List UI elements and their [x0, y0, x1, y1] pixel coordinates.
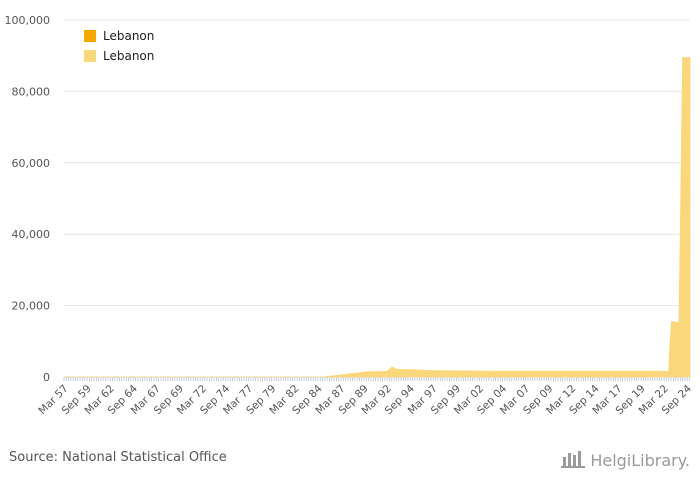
library-icon: [561, 448, 586, 472]
y-tick-label: 60,000: [12, 157, 51, 170]
area-chart: 0 20,000 40,000 60,000 80,000 100,000 Mar 57S…: [5, 14, 695, 417]
source-note: Source: National Statistical Office: [9, 450, 227, 465]
y-tick-label: 20,000: [12, 300, 51, 313]
legend-label: Lebanon: [103, 29, 154, 43]
y-tick-label: 80,000: [12, 85, 51, 98]
y-tick-label: 100,000: [5, 14, 51, 27]
legend-swatch: [84, 50, 96, 62]
brand-name: HelgiLibrary.: [590, 450, 690, 470]
series-area-layer: [64, 57, 691, 378]
brand-logo[interactable]: HelgiLibrary.: [561, 448, 690, 472]
legend[interactable]: Lebanon Lebanon: [84, 29, 154, 63]
x-axis-ticks: [63, 377, 690, 381]
gridlines: [64, 19, 690, 378]
y-tick-label: 0: [43, 371, 50, 384]
series-area-lebanon: [64, 57, 691, 378]
legend-swatch: [84, 30, 96, 42]
y-tick-label: 40,000: [12, 228, 51, 241]
legend-label: Lebanon: [103, 49, 154, 63]
legend-item[interactable]: Lebanon: [84, 49, 154, 63]
legend-item[interactable]: Lebanon: [84, 29, 154, 43]
y-axis: 0 20,000 40,000 60,000 80,000 100,000: [5, 14, 51, 384]
